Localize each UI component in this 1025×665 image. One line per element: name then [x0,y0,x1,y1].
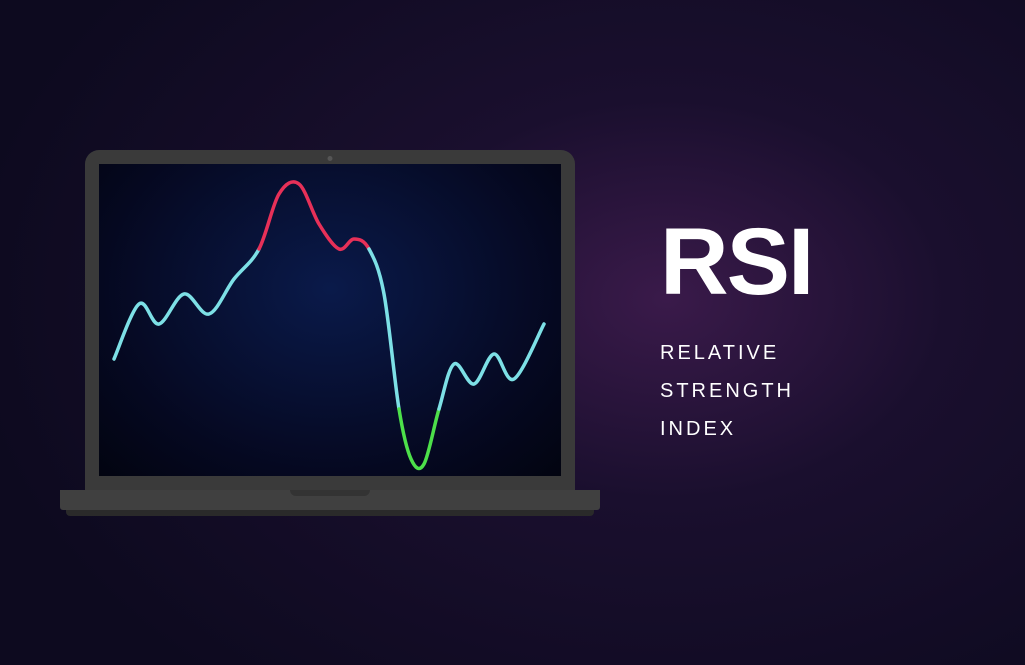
rsi-curve-segment [369,249,399,409]
subtitle-line-2: STRENGTH [660,372,812,410]
rsi-curve-segment [259,182,369,249]
subtitle-line-3: INDEX [660,410,812,448]
rsi-curve-segment [399,409,439,468]
acronym: RSI [660,215,812,310]
subtitle: RELATIVE STRENGTH INDEX [660,334,812,448]
laptop-base [60,490,600,510]
chart-screen [99,164,561,476]
title-block: RSI RELATIVE STRENGTH INDEX [660,215,812,448]
rsi-chart [99,164,561,476]
laptop-illustration [85,150,600,510]
camera-icon [328,156,333,161]
laptop-frame [85,150,575,490]
subtitle-line-1: RELATIVE [660,334,812,372]
rsi-curve-segment [114,249,259,359]
trackpad-notch [290,490,370,496]
rsi-curve-segment [439,324,544,409]
